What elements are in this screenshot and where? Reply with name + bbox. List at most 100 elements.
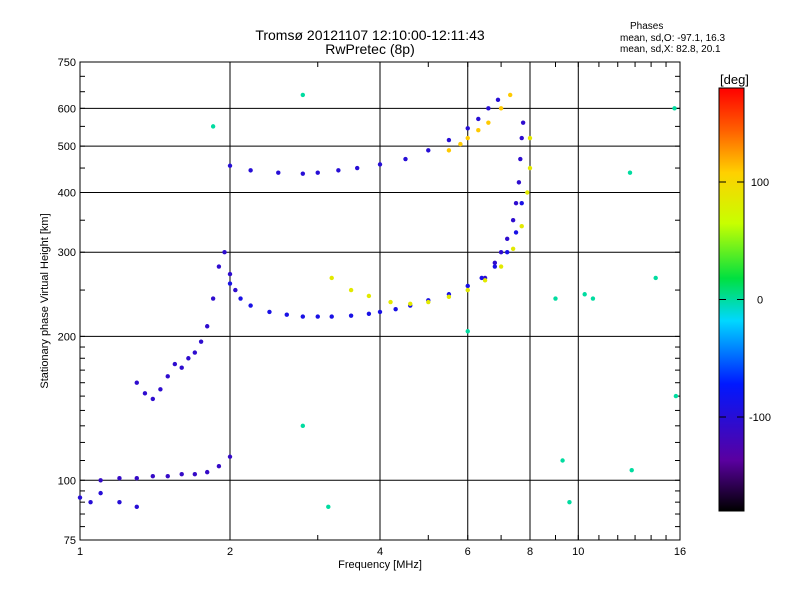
colorbar-tick-label: 100 [751,177,769,189]
data-point [553,296,558,301]
data-point [629,467,634,473]
stats-x-mode: mean, sd,X: 82.8, 20.1 [620,44,721,55]
data-point [210,124,216,129]
x-tick-label: 10 [572,546,584,558]
data-point [117,499,122,505]
data-point [527,165,533,171]
data-point [673,393,679,399]
colorbar-tick-label: 0 [757,295,763,307]
data-point [476,127,481,133]
colorbar-tick-label: -100 [749,412,771,424]
data-point [98,490,103,496]
data-point [465,126,470,131]
x-tick-label: 1 [77,546,83,558]
y-axis-label: Stationary phase Virtual Height [km] [39,213,51,388]
data-point [446,294,452,300]
data-point [300,171,306,176]
data-point [377,309,383,315]
data-point [513,200,519,206]
y-tick-label: 750 [58,57,76,69]
data-point [326,504,331,510]
data-point [498,264,504,269]
data-point [582,292,587,297]
data-point [519,224,524,229]
data-point [117,476,122,481]
data-point [192,471,198,477]
grid-lines [80,62,680,540]
x-tick-label: 8 [527,546,533,558]
data-point [354,165,360,171]
data-point [513,230,519,235]
data-point [227,281,233,286]
data-point [366,293,372,299]
data-point [403,156,408,162]
data-point [507,92,513,98]
data-point [479,275,484,281]
data-point [519,135,524,141]
data-point [88,499,93,505]
data-point [388,299,393,305]
data-point [486,106,491,111]
data-point [179,365,184,370]
data-point [227,454,233,459]
y-tick-label: 100 [58,475,76,487]
data-point [98,478,103,483]
y-tick-label: 300 [58,247,76,259]
data-point [198,339,204,344]
data-point [519,200,524,206]
y-tick-label: 200 [58,331,76,343]
data-point [172,361,178,367]
data-point [516,180,522,185]
data-point [150,473,156,479]
data-point [492,260,498,266]
data-point [426,148,431,153]
data-point [336,168,341,173]
colorbar-ticks: 100 0 -100 [719,177,771,424]
data-point [408,301,413,306]
data-point [510,218,516,223]
data-point [653,275,658,281]
data-point [267,309,272,315]
data-point [672,106,677,111]
data-point [465,329,470,334]
data-point [300,314,306,319]
y-axis-ticks: 75 100 200 300 400 500 600 750 [58,57,680,547]
data-point [192,350,198,355]
data-point [377,162,383,167]
x-tick-label: 2 [227,546,233,558]
x-axis-label: Frequency [MHz] [338,559,422,571]
data-point [498,250,504,255]
y-tick-label: 600 [58,103,76,115]
stats-heading: Phases [630,21,664,32]
data-point [590,296,596,301]
data-point [216,464,222,469]
data-point [227,271,233,277]
data-point [486,120,491,125]
data-point [222,250,227,255]
data-point [165,374,170,379]
data-point [525,190,530,195]
data-point [504,250,510,255]
data-point [465,135,470,141]
data-point [179,471,184,477]
data-point [142,391,148,396]
data-point [446,137,452,143]
data-point [627,170,633,175]
data-point [393,306,398,312]
data-point [204,469,210,475]
data-point [216,264,222,269]
data-point [300,92,306,98]
data-point [300,423,306,429]
data-point [504,236,510,242]
data-point [315,314,320,319]
data-point [276,170,281,175]
x-tick-label: 4 [377,546,383,558]
data-point [495,97,501,103]
data-point [520,120,526,125]
data-point [227,163,233,168]
x-tick-label: 16 [674,546,686,558]
data-point [248,168,253,173]
data-point [492,264,498,269]
data-point [458,141,463,147]
chart-title: Tromsø 20121107 12:10:00-12:11:43 [255,27,485,43]
